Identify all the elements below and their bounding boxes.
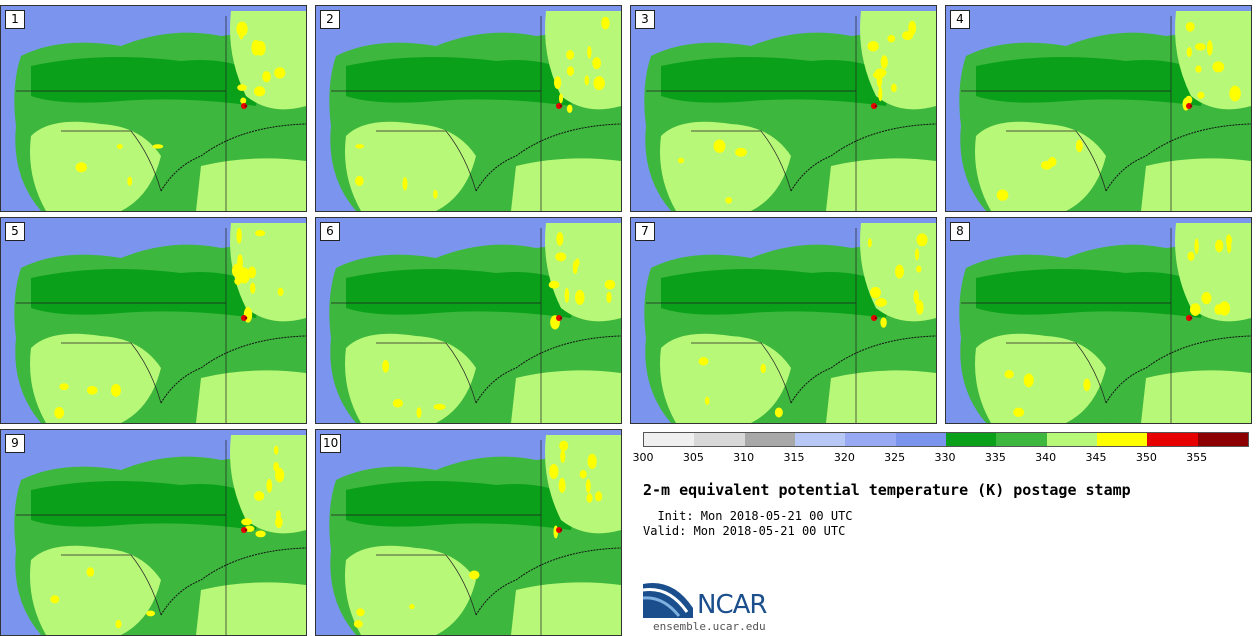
colorbar-segment — [945, 433, 997, 446]
figure-title: 2-m equivalent potential temperature (K)… — [643, 481, 1131, 499]
valid-time: Valid: Mon 2018-05-21 00 UTC — [643, 524, 846, 538]
panel-2[interactable]: 2 — [315, 5, 622, 212]
map-graphic — [316, 218, 621, 423]
colorbar-tick-label: 330 — [934, 451, 956, 464]
panel-9[interactable]: 9 — [0, 429, 307, 636]
panel-8[interactable]: 8 — [945, 217, 1252, 424]
colorbar-tick-label: 325 — [884, 451, 906, 464]
map-graphic — [946, 218, 1251, 423]
panel-label: 10 — [320, 434, 342, 453]
colorbar-tick-label: 355 — [1186, 451, 1208, 464]
colorbar-tick-label: 305 — [682, 451, 704, 464]
colorbar-tick-label: 310 — [733, 451, 755, 464]
colorbar-tick-label: 345 — [1085, 451, 1107, 464]
colorbar-segment — [694, 433, 745, 446]
panel-label: 2 — [320, 10, 340, 29]
map-graphic — [946, 6, 1251, 211]
map-graphic — [316, 6, 621, 211]
colorbar-segment — [845, 433, 896, 446]
colorbar-tick-label: 300 — [632, 451, 654, 464]
panel-5[interactable]: 5 — [0, 217, 307, 424]
colorbar-segment — [1147, 433, 1198, 446]
init-time: Init: Mon 2018-05-21 00 UTC — [643, 509, 853, 523]
map-graphic — [1, 218, 306, 423]
colorbar-segment — [996, 433, 1047, 446]
panel-1[interactable]: 1 — [0, 5, 307, 212]
colorbar-segment — [1046, 433, 1097, 446]
colorbar-tick-label: 320 — [833, 451, 855, 464]
panel-label: 7 — [635, 222, 655, 241]
colorbar-tick-label: 335 — [984, 451, 1006, 464]
map-graphic — [631, 218, 936, 423]
colorbar-tick-label: 315 — [783, 451, 805, 464]
panel-3[interactable]: 3 — [630, 5, 937, 212]
colorbar-tick-label: 350 — [1135, 451, 1157, 464]
panel-7[interactable]: 7 — [630, 217, 937, 424]
logo-text: NCAR — [697, 590, 767, 620]
colorbar-tick-label: 340 — [1035, 451, 1057, 464]
panel-label: 4 — [950, 10, 970, 29]
panel-4[interactable]: 4 — [945, 5, 1252, 212]
panel-label: 3 — [635, 10, 655, 29]
map-graphic — [316, 430, 621, 635]
panel-label: 1 — [5, 10, 25, 29]
panel-10[interactable]: 10 — [315, 429, 622, 636]
colorbar-segment — [895, 433, 946, 446]
map-graphic — [1, 6, 306, 211]
colorbar-segment — [644, 433, 695, 446]
colorbar-segment — [794, 433, 846, 446]
panel-label: 6 — [320, 222, 340, 241]
panel-label: 9 — [5, 434, 25, 453]
ncar-logo-icon — [643, 583, 693, 618]
panel-label: 8 — [950, 222, 970, 241]
panel-6[interactable]: 6 — [315, 217, 622, 424]
colorbar-ticks: 300 305 310 315 320 325 330 335 340 345 350 355 — [633, 451, 1247, 465]
site-url: ensemble.ucar.edu — [653, 620, 766, 633]
colorbar-segment — [1096, 433, 1148, 446]
map-graphic — [631, 6, 936, 211]
colorbar — [643, 432, 1249, 447]
panel-label: 5 — [5, 222, 25, 241]
map-graphic — [1, 430, 306, 635]
colorbar-segment — [744, 433, 795, 446]
colorbar-segment — [1197, 433, 1248, 446]
